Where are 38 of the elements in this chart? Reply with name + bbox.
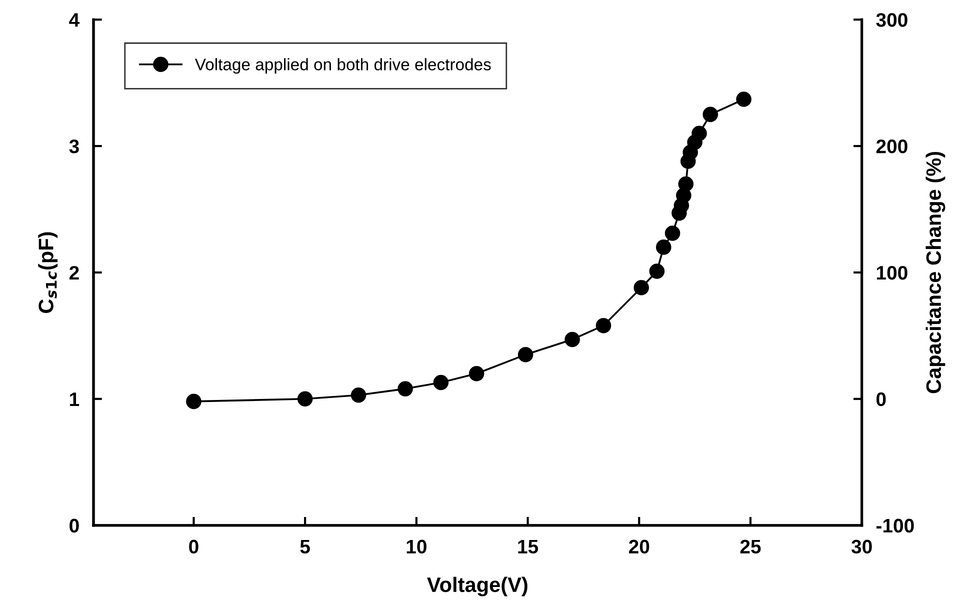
x-tick-label: 30 [851, 540, 872, 554]
point [186, 394, 202, 410]
y-tick-label: 2 [69, 266, 79, 280]
point [692, 126, 707, 142]
x-tick-label: 25 [740, 540, 761, 554]
point [649, 264, 665, 279]
point [702, 106, 718, 122]
y2-tick-label: 100 [876, 266, 908, 280]
point [664, 226, 680, 241]
y2-tick-label: 300 [876, 13, 908, 27]
y2-tick-label: 200 [876, 140, 908, 154]
point [736, 92, 752, 107]
point [678, 176, 694, 192]
point [564, 332, 580, 348]
point [398, 381, 413, 396]
x-axis-title: Voltage(V) [427, 576, 528, 596]
y2-tick-label: -100 [876, 518, 914, 533]
legend-label: Voltage applied on both drive electrodes [194, 58, 491, 74]
point [468, 366, 484, 382]
point [433, 374, 449, 390]
point [350, 387, 366, 403]
y-tick-label: 0 [70, 518, 79, 533]
point [596, 318, 612, 334]
y-tick-label: 4 [69, 13, 80, 27]
y-axis-title: C$_{s1c}$(pF) [38, 232, 58, 313]
y2-axis-title: Capacitance Change (%) [926, 152, 946, 394]
point [297, 391, 313, 407]
x-tick-label: 20 [628, 540, 650, 554]
point [518, 347, 534, 362]
x-tick-label: 15 [518, 540, 538, 554]
y2-tick-label: 0 [876, 392, 886, 406]
y-tick-label: 3 [69, 140, 79, 154]
y-tick-label: 1 [70, 392, 80, 406]
point [634, 280, 649, 296]
x-tick-label: 0 [189, 540, 198, 554]
x-tick-label: 10 [406, 540, 426, 554]
point [656, 240, 672, 255]
x-tick-label: 5 [300, 540, 310, 554]
